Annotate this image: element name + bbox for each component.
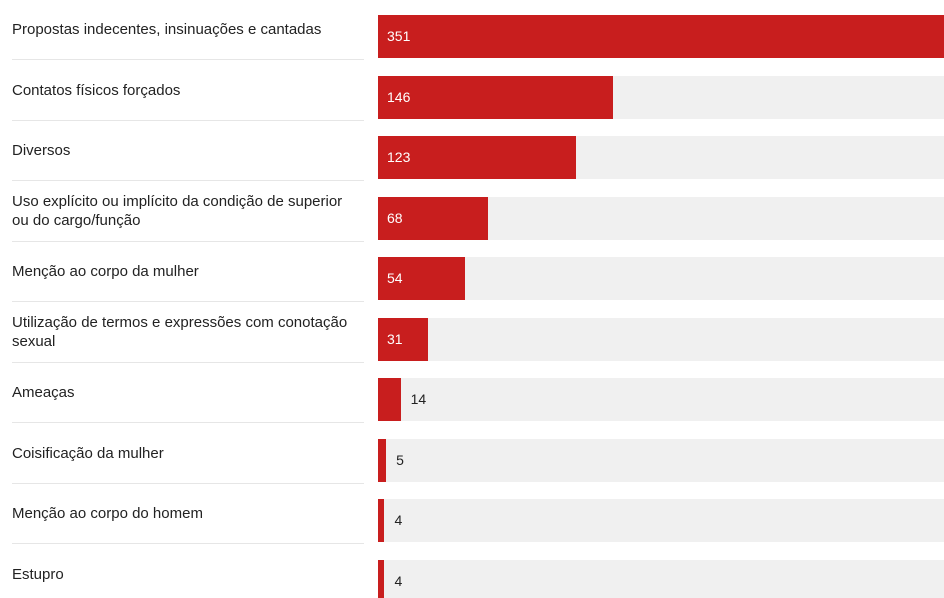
bar-row: Estupro 4 — [0, 545, 944, 598]
value-label: 54 — [387, 270, 403, 286]
value-label: 351 — [387, 28, 411, 44]
category-label: Ameaças — [12, 363, 364, 423]
category-label: Menção ao corpo do homem — [12, 484, 364, 544]
bar-track: 5 — [378, 438, 944, 482]
category-label: Coisificação da mulher — [12, 424, 364, 484]
bar-track: 123 — [378, 136, 944, 179]
category-label: Contatos físicos forçados — [12, 61, 364, 121]
category-label: Diversos — [12, 121, 364, 181]
bar-track: 4 — [378, 499, 944, 542]
bar-row: Uso explícito ou implícito da condição d… — [0, 182, 944, 243]
category-label: Utilização de termos e expressões com co… — [12, 303, 364, 363]
bar-row: Ameaças 14 — [0, 363, 944, 424]
bar-track: 351 — [378, 15, 944, 58]
category-label: Estupro — [12, 545, 364, 598]
value-label: 14 — [410, 391, 427, 407]
bar — [378, 317, 428, 361]
value-label: 5 — [396, 451, 404, 468]
bar-track: 4 — [378, 559, 944, 598]
value-label: 4 — [394, 572, 403, 589]
bar-row: Coisificação da mulher 5 — [0, 424, 944, 485]
bar — [378, 559, 385, 598]
bar-row: Menção ao corpo do homem 4 — [0, 484, 944, 545]
category-label: Propostas indecentes, insinuações e cant… — [12, 0, 364, 60]
value-label: 123 — [387, 149, 411, 165]
bar-track: 14 — [378, 378, 944, 421]
bar-row: Menção ao corpo da mulher 54 — [0, 242, 944, 303]
bar-row: Contatos físicos forçados 146 — [0, 61, 944, 122]
bar-row: Utilização de termos e expressões com co… — [0, 303, 944, 364]
value-label: 68 — [387, 209, 403, 226]
bar — [378, 15, 944, 58]
bar — [378, 378, 401, 421]
bar-track: 54 — [378, 257, 944, 300]
bar — [378, 136, 577, 179]
category-label: Menção ao corpo da mulher — [12, 242, 364, 302]
value-label: 31 — [387, 330, 403, 347]
bar — [378, 499, 385, 542]
bar-row: Propostas indecentes, insinuações e cant… — [0, 0, 944, 61]
value-label: 4 — [394, 512, 403, 528]
bar — [378, 75, 614, 119]
bar-track: 146 — [378, 75, 944, 119]
bar-track: 31 — [378, 317, 944, 361]
bar — [378, 257, 466, 300]
bar — [378, 438, 387, 482]
value-label: 146 — [387, 88, 411, 105]
bar-row: Diversos 123 — [0, 121, 944, 182]
bar-track: 68 — [378, 196, 944, 240]
category-label: Uso explícito ou implícito da condição d… — [12, 182, 364, 242]
bar — [378, 196, 488, 240]
